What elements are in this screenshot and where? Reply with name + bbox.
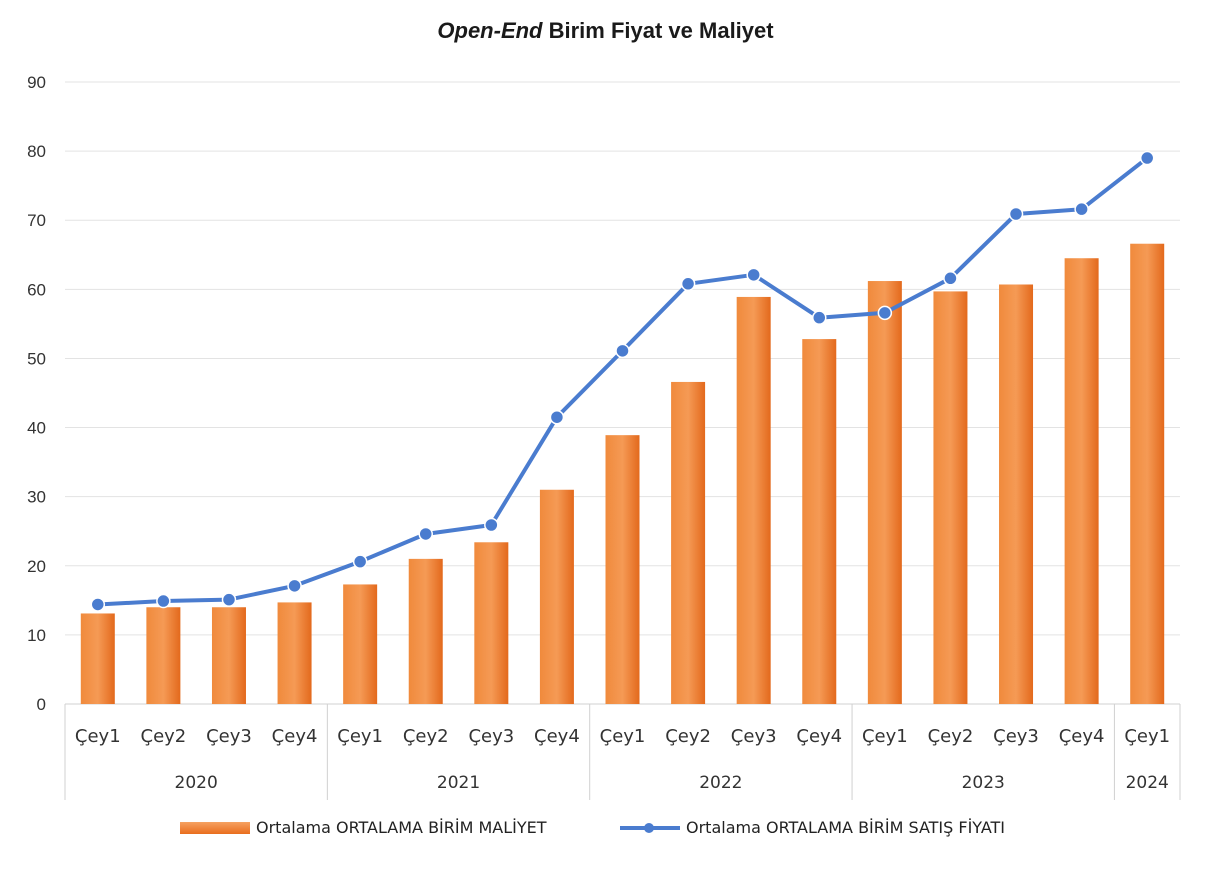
bar	[474, 542, 509, 704]
x-tick-label: Çey3	[206, 726, 252, 747]
x-tick-label: Çey2	[665, 726, 711, 747]
x-group-label: 2024	[1126, 773, 1169, 793]
y-tick-label: 0	[37, 695, 46, 714]
x-tick-label: Çey1	[337, 726, 383, 747]
y-tick-label: 50	[27, 349, 46, 368]
y-tick-label: 70	[27, 211, 46, 230]
x-tick-label: Çey2	[928, 726, 974, 747]
legend: Ortalama ORTALAMA BİRİM MALİYET Ortalama…	[0, 818, 1211, 848]
y-tick-label: 90	[27, 73, 46, 92]
y-tick-label: 20	[27, 557, 46, 576]
y-tick-label: 60	[27, 280, 46, 299]
line-point	[1008, 206, 1024, 222]
bar	[605, 435, 640, 704]
chart-title: Open-End Birim Fiyat ve Maliyet	[0, 18, 1211, 44]
line-point	[484, 517, 499, 533]
legend-bar-swatch	[180, 821, 250, 834]
bar	[146, 607, 181, 704]
bar	[867, 281, 902, 704]
line-point	[418, 526, 433, 542]
bar	[277, 602, 312, 704]
legend-line-swatch	[620, 820, 680, 836]
x-tick-label: Çey1	[75, 726, 121, 747]
y-tick-label: 10	[27, 626, 46, 645]
bar	[999, 284, 1034, 704]
x-tick-label: Çey4	[1059, 726, 1105, 747]
line-point	[90, 597, 106, 612]
x-tick-label: Çey1	[600, 726, 646, 747]
x-group-label: 2023	[962, 773, 1005, 793]
line-point	[352, 554, 368, 569]
x-tick-label: Çey1	[862, 726, 908, 747]
line-point	[615, 343, 630, 359]
legend-label-cost: Ortalama ORTALAMA BİRİM MALİYET	[256, 818, 547, 837]
x-tick-label: Çey3	[731, 726, 777, 747]
x-tick-label: Çey2	[403, 726, 449, 747]
chart-title-italic: Open-End	[437, 18, 543, 43]
y-tick-label: 30	[27, 488, 46, 507]
line-point	[943, 271, 958, 286]
line-point	[746, 267, 761, 283]
legend-item-price: Ortalama ORTALAMA BİRİM SATIŞ FİYATI	[620, 818, 1005, 837]
x-tick-label: Çey3	[993, 726, 1039, 747]
bar	[802, 339, 837, 704]
x-tick-label: Çey4	[534, 726, 580, 747]
x-tick-label: Çey4	[272, 726, 318, 747]
x-group-label: 2021	[437, 773, 480, 793]
chart-title-rest: Birim Fiyat ve Maliyet	[542, 18, 774, 43]
x-tick-label: Çey3	[468, 726, 514, 747]
line-point	[221, 592, 237, 607]
x-group-label: 2020	[175, 773, 218, 793]
line-point	[812, 310, 827, 325]
y-tick-label: 40	[27, 419, 46, 438]
y-tick-label: 80	[27, 142, 46, 161]
line-point	[156, 593, 171, 609]
line-point	[877, 305, 893, 321]
x-group-label: 2022	[699, 773, 742, 793]
x-tick-label: Çey1	[1124, 726, 1170, 747]
line-point	[549, 409, 565, 425]
bar	[539, 489, 574, 704]
bar	[211, 607, 246, 704]
x-tick-label: Çey2	[141, 726, 187, 747]
legend-label-price: Ortalama ORTALAMA BİRİM SATIŞ FİYATI	[686, 818, 1006, 837]
bar	[933, 291, 968, 704]
bar	[408, 558, 443, 704]
bar	[671, 381, 706, 704]
line-point	[1074, 201, 1089, 217]
bar	[1064, 258, 1099, 704]
legend-item-cost: Ortalama ORTALAMA BİRİM MALİYET	[180, 818, 547, 837]
line-point	[680, 276, 696, 292]
bar	[1130, 243, 1165, 704]
bar	[736, 296, 771, 704]
bar	[80, 613, 115, 704]
x-tick-label: Çey4	[796, 726, 842, 747]
bar	[343, 584, 378, 704]
line-point	[287, 578, 302, 594]
line-point	[1139, 150, 1155, 166]
